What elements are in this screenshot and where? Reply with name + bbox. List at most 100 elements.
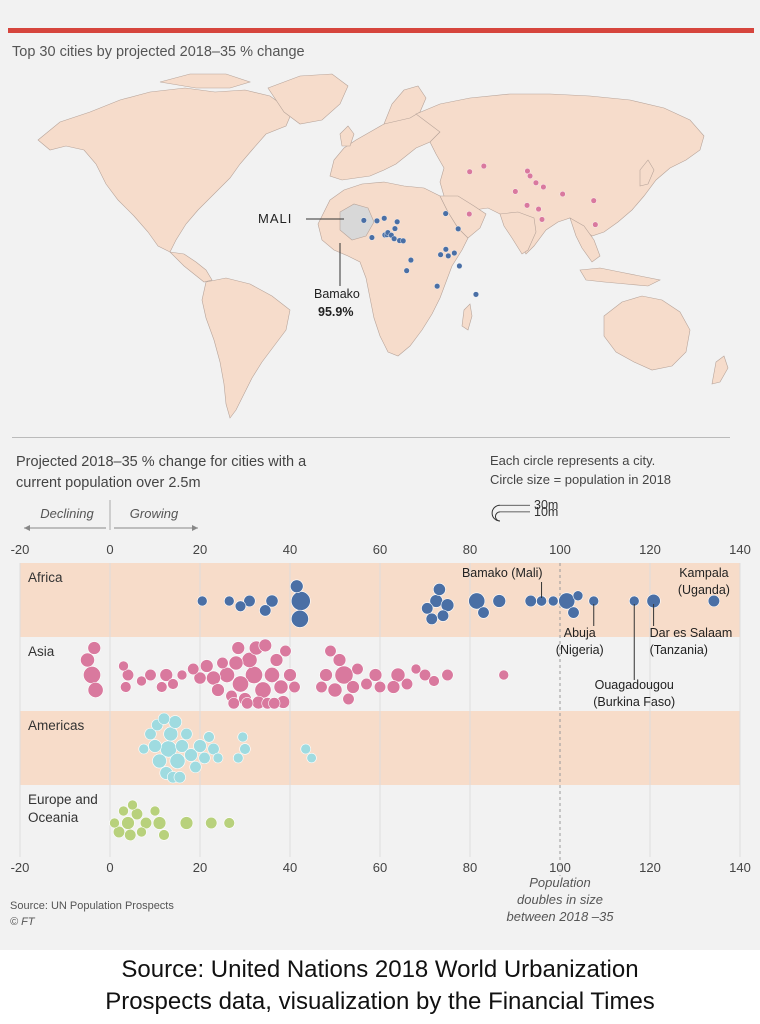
caption-line1: Source: United Nations 2018 World Urbani… bbox=[121, 956, 639, 983]
beeswarm-chart: -20 -20 0 0 20 20 40 40 60 60 80 80 100 100 120 120 140 1… bbox=[11, 498, 751, 924]
city-point bbox=[157, 712, 171, 725]
reference-line-label: between 2018 –35 bbox=[507, 909, 615, 924]
map-city-dot-africa bbox=[381, 215, 388, 222]
new-zealand bbox=[711, 355, 729, 385]
section-divider bbox=[12, 437, 730, 438]
map-city-dot-asia bbox=[524, 202, 531, 209]
city-point bbox=[436, 609, 450, 622]
group-label: Asia bbox=[28, 644, 55, 659]
city-point bbox=[121, 668, 135, 682]
city-point bbox=[152, 816, 167, 830]
map-city-dot-asia bbox=[532, 179, 539, 186]
annotation-label: Abuja bbox=[564, 626, 596, 640]
group-label: Americas bbox=[28, 718, 85, 733]
x-tick-label: 0 bbox=[106, 542, 113, 557]
madagascar bbox=[461, 303, 473, 331]
uk bbox=[339, 125, 355, 147]
city-point bbox=[441, 668, 454, 682]
map-city-dot-africa bbox=[391, 235, 398, 242]
city-point bbox=[400, 677, 414, 691]
chart-title: Projected 2018–35 % change for cities wi… bbox=[16, 454, 307, 491]
map-city-dot-africa bbox=[442, 246, 449, 253]
central-america bbox=[169, 251, 213, 283]
city-point bbox=[288, 680, 301, 694]
city-point bbox=[558, 592, 576, 610]
map-city-dot-asia bbox=[590, 197, 597, 204]
city-point bbox=[707, 594, 720, 608]
city-point bbox=[259, 604, 272, 617]
map-city-dot-africa bbox=[403, 267, 410, 274]
city-point bbox=[118, 805, 129, 817]
city-point bbox=[290, 579, 304, 594]
city-point bbox=[300, 743, 312, 755]
map-city-dot-asia bbox=[539, 216, 546, 223]
x-tick-label: -20 bbox=[11, 860, 30, 875]
city-point bbox=[319, 668, 333, 682]
city-point bbox=[175, 739, 189, 753]
annotation-label: Ouagadougou bbox=[595, 678, 674, 692]
city-point bbox=[136, 675, 147, 687]
annotation-label: Kampala bbox=[679, 566, 728, 580]
city-point bbox=[130, 807, 144, 821]
city-point bbox=[269, 653, 284, 667]
city-point bbox=[124, 828, 137, 842]
city-point bbox=[237, 731, 249, 743]
city-point bbox=[334, 665, 354, 685]
city-point bbox=[223, 595, 235, 607]
city-point bbox=[227, 697, 240, 710]
city-point bbox=[216, 656, 229, 670]
city-point bbox=[223, 817, 235, 829]
city-point bbox=[332, 653, 347, 667]
bamako-label: Bamako bbox=[314, 287, 360, 301]
x-tick-label: 120 bbox=[639, 542, 661, 557]
city-point bbox=[410, 663, 422, 675]
australia bbox=[603, 295, 691, 371]
city-point bbox=[196, 595, 208, 607]
land bbox=[37, 73, 729, 419]
map-city-dot-asia bbox=[592, 221, 599, 228]
x-tick-label: 80 bbox=[463, 542, 477, 557]
map-city-dot-africa bbox=[472, 291, 479, 298]
city-point bbox=[158, 829, 170, 841]
legend-note-line2: Circle size = population in 2018 bbox=[490, 472, 672, 487]
city-point bbox=[231, 641, 245, 655]
city-point bbox=[306, 752, 317, 764]
greenland bbox=[267, 73, 349, 125]
annotation-label: (Nigeria) bbox=[556, 643, 604, 657]
north-america bbox=[37, 87, 293, 253]
arctic-islands bbox=[159, 73, 251, 89]
city-point bbox=[149, 805, 161, 817]
caption: Source: United Nations 2018 World Urbani… bbox=[0, 950, 760, 1024]
city-point bbox=[418, 668, 432, 682]
city-point bbox=[187, 662, 200, 676]
reference-line-label: Population bbox=[529, 875, 590, 890]
x-tick-label: 120 bbox=[639, 860, 661, 875]
map-city-dot-asia bbox=[559, 191, 566, 198]
city-point bbox=[498, 669, 510, 681]
map-city-dot-africa bbox=[442, 210, 449, 217]
city-point bbox=[193, 671, 207, 685]
city-point bbox=[118, 660, 129, 672]
city-point bbox=[324, 644, 337, 658]
indonesia bbox=[579, 267, 661, 287]
ft-red-bar bbox=[8, 28, 754, 33]
japan bbox=[639, 159, 655, 187]
declining-arrowhead bbox=[24, 525, 30, 531]
city-point bbox=[234, 600, 247, 612]
legend-size-label: 30m bbox=[534, 498, 558, 512]
world-map: MALI Bamako 95.9% bbox=[37, 73, 729, 419]
city-point bbox=[207, 742, 220, 756]
city-point bbox=[268, 697, 281, 710]
city-point bbox=[342, 692, 355, 706]
x-tick-label: 60 bbox=[373, 542, 387, 557]
city-point bbox=[144, 727, 157, 741]
city-point bbox=[200, 659, 214, 673]
map-city-dot-africa bbox=[456, 262, 463, 269]
x-tick-label: 20 bbox=[193, 860, 207, 875]
copyright: © FT bbox=[10, 916, 35, 928]
map-city-dot-africa bbox=[373, 217, 380, 224]
city-point bbox=[176, 669, 188, 681]
south-america bbox=[201, 277, 291, 419]
mali-highlight bbox=[339, 203, 375, 241]
x-tick-label: 40 bbox=[283, 860, 297, 875]
